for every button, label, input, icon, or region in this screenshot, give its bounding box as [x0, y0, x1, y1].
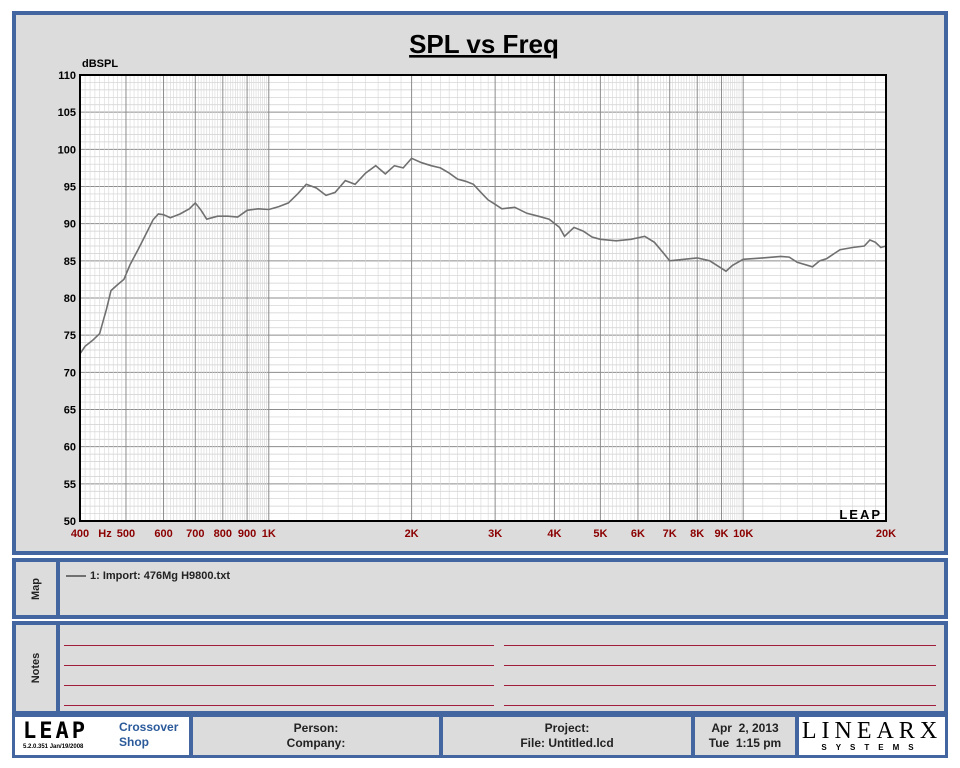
- y-tick-label: 50: [64, 516, 76, 528]
- linearx-logo: LINEARX: [801, 718, 943, 744]
- x-tick-label: 5K: [593, 528, 607, 540]
- version-text: 5.2.0.351 Jan/19/2008: [23, 744, 84, 750]
- footer-date-cell: Apr 2, 2013 Tue 1:15 pm: [695, 717, 799, 755]
- series-line: [79, 157, 887, 355]
- map-entry-text: 1: Import: 476Mg H9800.txt: [90, 570, 230, 582]
- x-tick-label: 3K: [488, 528, 502, 540]
- note-line[interactable]: [64, 665, 494, 666]
- product-line-2: Shop: [119, 735, 149, 749]
- y-tick-label: 80: [64, 293, 76, 305]
- company-label: Company:: [286, 736, 346, 750]
- y-tick-label: 95: [64, 182, 76, 194]
- series-swatch: [66, 575, 86, 577]
- x-tick-label: 700: [186, 528, 204, 540]
- person-label: Person:: [293, 721, 339, 735]
- map-label: Map: [30, 577, 42, 600]
- product-line-1: Crossover: [119, 720, 179, 734]
- x-tick-label: 20K: [876, 528, 896, 540]
- leap-logo: LEAP: [23, 719, 88, 744]
- file-label: File: Untitled.lcd: [520, 736, 614, 750]
- leap-watermark: LEAP: [839, 507, 882, 522]
- footer-brand-cell: LINEARX SYSTEMS: [799, 717, 945, 755]
- footer-project-cell: Project: File: Untitled.lcd: [443, 717, 695, 755]
- x-tick-label: 800: [214, 528, 232, 540]
- note-line[interactable]: [64, 705, 494, 706]
- x-axis-unit: Hz: [98, 528, 112, 540]
- chart-title: SPL vs Freq: [409, 29, 559, 59]
- y-tick-label: 100: [58, 144, 76, 156]
- y-tick-label: 75: [64, 330, 76, 342]
- x-tick-label: 2K: [405, 528, 419, 540]
- note-line[interactable]: [504, 685, 936, 686]
- x-tick-label: 900: [238, 528, 256, 540]
- map-tab: Map: [16, 562, 60, 615]
- y-axis-label: dBSPL: [82, 58, 118, 70]
- x-tick-label: 6K: [631, 528, 645, 540]
- date-text: Apr 2, 2013: [711, 721, 779, 735]
- x-tick-label: 10K: [733, 528, 753, 540]
- note-line[interactable]: [64, 685, 494, 686]
- footer-logo-cell: LEAP 5.2.0.351 Jan/19/2008 Crossover Sho…: [15, 717, 193, 755]
- x-tick-label: 600: [154, 528, 172, 540]
- note-line[interactable]: [504, 665, 936, 666]
- time-text: Tue 1:15 pm: [708, 736, 782, 750]
- y-tick-label: 110: [58, 70, 76, 82]
- chart-panel: SPL vs Freq dBSPL 50 55 60 65 70 75 80 85 90 95 10…: [12, 11, 948, 555]
- y-tick-label: 85: [64, 256, 76, 268]
- y-tick-label: 105: [58, 107, 76, 119]
- x-tick-label: 400: [71, 528, 89, 540]
- spl-chart: SPL vs Freq dBSPL 50 55 60 65 70 75 80 85 90 95 10…: [58, 29, 897, 540]
- y-tick-label: 60: [64, 442, 76, 454]
- y-tick-label: 70: [64, 367, 76, 379]
- notes-panel: Notes: [12, 621, 948, 715]
- y-tick-label: 90: [64, 219, 76, 231]
- note-line[interactable]: [504, 645, 936, 646]
- notes-label: Notes: [30, 652, 42, 684]
- x-tick-label: 500: [117, 528, 135, 540]
- x-tick-label: 4K: [547, 528, 561, 540]
- map-entry: 1: Import: 476Mg H9800.txt: [66, 570, 230, 582]
- footer-panel: LEAP 5.2.0.351 Jan/19/2008 Crossover Sho…: [12, 714, 948, 758]
- y-tick-label: 65: [64, 405, 76, 417]
- note-line[interactable]: [64, 645, 494, 646]
- x-tick-label: 7K: [663, 528, 677, 540]
- notes-tab: Notes: [16, 625, 60, 711]
- project-label: Project:: [544, 721, 590, 735]
- x-tick-label: 8K: [690, 528, 704, 540]
- note-line[interactable]: [504, 705, 936, 706]
- linearx-subtitle: SYSTEMS: [821, 743, 923, 752]
- x-tick-label: 1K: [262, 528, 276, 540]
- map-panel: Map 1: Import: 476Mg H9800.txt: [12, 558, 948, 619]
- y-tick-label: 55: [64, 479, 76, 491]
- plot-frame: [79, 74, 887, 522]
- x-tick-label: 9K: [714, 528, 728, 540]
- footer-person-cell: Person: Company:: [193, 717, 443, 755]
